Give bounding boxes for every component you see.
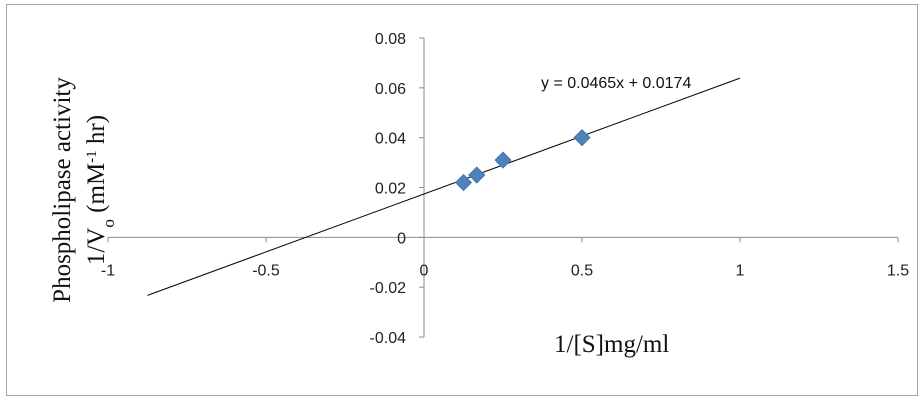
trendline-equation: y = 0.0465x + 0.0174 (541, 75, 691, 92)
x-tick-label: 0 (420, 262, 429, 279)
y-tick-label: 0.06 (375, 81, 406, 98)
y-axis-label: Phospholipase activity 1/Vo (mM-1 hr) (49, 77, 118, 303)
trendline (147, 77, 741, 296)
data-point-diamond (454, 173, 473, 192)
y-axis-label-line1: Phospholipase activity (49, 77, 76, 303)
tick-labels: -0.04 -0.02 0 0.02 0.04 0.06 0.08 -1 -0.5 0 0.5 1 1.… (101, 31, 909, 347)
x-tick-label: 1 (736, 262, 745, 279)
chart-frame (6, 4, 918, 396)
y-label-mid: (mM (83, 163, 110, 219)
y-tick-label: 0 (397, 230, 406, 247)
y-label-suffix: hr) (83, 115, 110, 150)
data-point-diamond (494, 151, 512, 169)
data-points (454, 129, 591, 192)
x-tick-label: -1 (101, 262, 115, 279)
x-axis-label: 1/[S]mg/ml (554, 331, 669, 358)
y-tick-label: 0.02 (375, 181, 406, 198)
x-tick-label: -0.5 (252, 262, 280, 279)
data-point-diamond (468, 166, 486, 184)
data-point-diamond (573, 129, 591, 147)
y-tick-label: 0.08 (375, 31, 406, 48)
y-tick-label: 0.04 (375, 131, 406, 148)
y-label-prefix: 1/V (83, 228, 110, 266)
axes (107, 37, 899, 338)
y-label-subscript: o (99, 219, 118, 228)
x-tick-label: 1.5 (887, 262, 909, 279)
y-tick-label: -0.02 (370, 280, 407, 297)
y-tick-label: -0.04 (370, 330, 407, 347)
x-tick-label: 0.5 (571, 262, 593, 279)
trendline-layer (147, 77, 741, 296)
y-label-superscript: -1 (84, 150, 100, 163)
y-axis-label-line2: 1/Vo (mM-1 hr) (83, 115, 118, 265)
